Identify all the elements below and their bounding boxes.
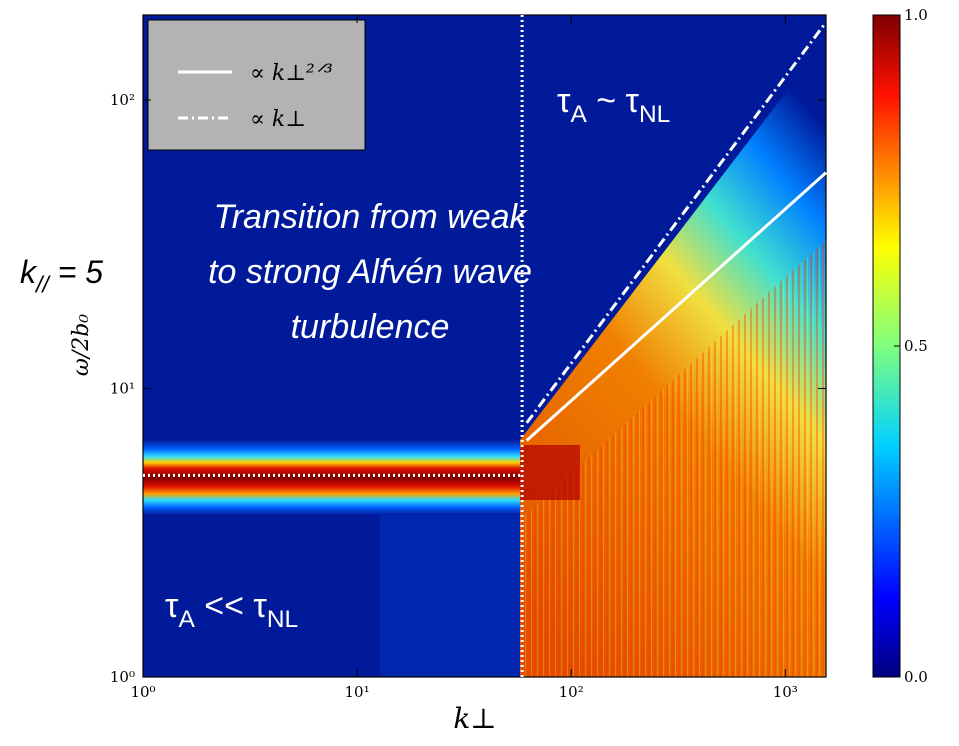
legend-box (147, 19, 366, 151)
annotation-part: A (570, 101, 587, 128)
legend-label: ∝ k⊥²ᐟ³ (250, 61, 333, 86)
annotation: τA << τNL (165, 587, 298, 633)
annotation-part: = 5 (49, 254, 103, 290)
x-tick-label: 10² (559, 683, 584, 701)
y-tick-label: 10² (110, 91, 135, 109)
y-tick-label: 10¹ (110, 379, 135, 397)
legend-label: ∝ k⊥ (250, 107, 306, 132)
x-axis-label: k⊥ (453, 702, 496, 735)
x-tick-label: 10⁰ (130, 683, 155, 701)
x-tick-label: 10¹ (345, 683, 370, 701)
annotation-part: NL (267, 606, 298, 633)
annotation-part: τ (557, 82, 571, 120)
series-line (525, 171, 828, 442)
colorbar-tick-label: 0.5 (904, 337, 928, 355)
x-tick-label: 10³ (773, 683, 798, 701)
annotation: Transition from weak (213, 198, 528, 236)
annotation-part: // (34, 272, 51, 298)
colorbar-tick-label: 0.0 (904, 668, 928, 686)
annotation: k// = 5 (20, 254, 103, 298)
annotation-part: ~ τ (587, 82, 640, 120)
annotation: turbulence (291, 308, 450, 346)
series-line (525, 21, 828, 424)
annotation-part: τ (165, 587, 179, 625)
legend: ∝ k⊥²ᐟ³ ∝ k⊥ (147, 19, 366, 151)
annotation-part: turbulence (291, 308, 450, 346)
y-tick-label: 10⁰ (110, 668, 135, 686)
annotation-part: << τ (195, 587, 268, 625)
annotation-part: A (178, 606, 195, 633)
plot-frame (142, 14, 827, 678)
annotation: to strong Alfvén wave (208, 253, 532, 291)
annotation-part: k (20, 254, 38, 290)
annotation-part: Transition from weak (213, 198, 528, 236)
colorbar-tick-label: 1.0 (904, 6, 928, 24)
annotation: τA ~ τNL (557, 82, 670, 128)
y-axis-label: ω/2b₀ (69, 314, 94, 376)
annotation-part: to strong Alfvén wave (208, 253, 532, 291)
heatmap (143, 15, 826, 677)
annotation-part: NL (639, 101, 670, 128)
